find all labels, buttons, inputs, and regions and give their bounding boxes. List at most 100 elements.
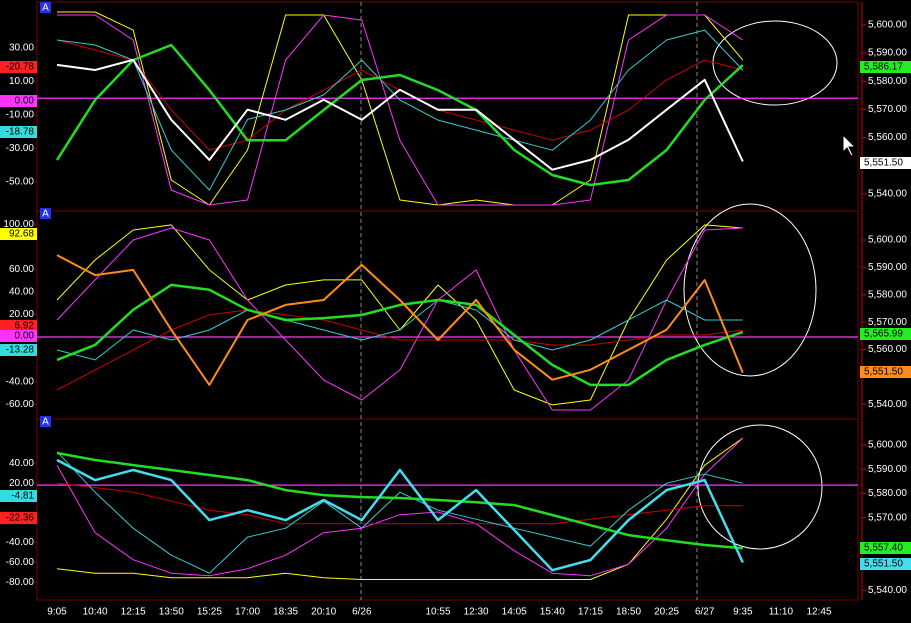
tag-box [860,366,911,378]
value-tag: 92.68 [0,228,37,240]
x-tick-label: 17:00 [235,607,260,618]
x-tick-label: 9:05 [47,607,67,618]
y-tick-label: 20.00 [9,309,34,320]
value-tag: 0.00 [0,95,37,107]
tag-label: 0.00 [15,331,35,342]
badge-label: A [42,209,49,220]
y-tick-label: -80.00 [6,577,35,588]
tag-box [860,157,911,169]
x-tick-label: 17:15 [578,607,603,618]
x-tick-label: 12:30 [464,607,489,618]
x-tick-label: 10:55 [425,607,450,618]
y2-tick-label: 5,540.00 [868,585,907,596]
y-tick-label: -60.00 [6,557,35,568]
y2-tick-label: 5,590.00 [868,262,907,273]
series-line [56,299,743,361]
tag-box [0,490,37,502]
badge-label: A [42,3,49,14]
value-tag: 6.92 [0,320,37,332]
tag-label: 5,551.50 [864,367,903,378]
series-line [56,451,743,574]
tag-box [0,320,37,332]
x-tick-label: 15:40 [540,607,565,618]
series-line [56,254,744,386]
series-line [56,58,744,171]
tag-label: -13.28 [6,345,35,356]
badge-label: A [42,417,49,428]
value-tag: 0.00 [0,330,37,342]
x-tick-label: 15:25 [197,607,222,618]
badge: A [40,2,51,14]
y2-tick-label: 5,580.00 [868,488,907,499]
value-tag: 5,586.17 [860,61,911,73]
tag-label: 92.68 [9,229,34,240]
y-tick-label: -60.00 [6,399,35,410]
mouse-cursor [842,133,857,157]
y-tick-label: 60.00 [9,264,34,275]
y2-tick-label: 5,580.00 [868,289,907,300]
x-tick-label: 10:40 [83,607,108,618]
y-tick-label: 40.00 [9,458,34,469]
series-line [56,29,744,191]
value-tag: 5,565.99 [860,328,911,340]
y2-tick-label: 5,570.00 [868,104,907,115]
y-tick-label: 100.00 [3,219,34,230]
x-tick-label: 6/26 [352,607,372,618]
tag-box [860,61,911,73]
y-tick-label: -30.00 [6,143,35,154]
tag-box [0,61,37,73]
y2-tick-label: 5,590.00 [868,464,907,475]
y-tick-label: 10.00 [9,76,34,87]
tag-box [0,95,37,107]
frame [36,1,863,601]
value-tag: 5,551.50 [860,366,911,378]
y2-tick-label: 5,570.00 [868,317,907,328]
tag-box [860,558,911,570]
x-tick-label: 20:25 [654,607,679,618]
series-line [57,11,744,206]
x-tick-label: 12:45 [806,607,831,618]
tag-box [0,228,37,240]
tag-box [0,512,37,524]
badge-box [40,208,51,219]
tag-box [860,542,911,554]
tag-label: 0.00 [15,96,35,107]
y2-tick-label: 5,600.00 [868,440,907,451]
series-line [55,43,744,187]
tag-label: 5,551.50 [864,158,903,169]
value-tag: -4.81 [0,490,37,502]
badge-box [40,416,51,427]
y-tick-label: -10.00 [6,110,35,121]
y-tick-label: 40.00 [9,287,34,298]
tag-label: -20.78 [6,62,35,73]
series-line [56,437,744,577]
y2-tick-label: 5,540.00 [868,399,907,410]
value-tag: 5,551.50 [860,157,911,169]
x-tick-label: 6/27 [695,607,715,618]
annotation-circles [683,20,838,550]
badge-box [40,2,51,13]
value-tag: -22.36 [0,512,37,524]
tag-label: 5,586.17 [864,62,903,73]
y2-tick-label: 5,540.00 [868,189,907,200]
tag-box [0,330,37,342]
y2-tick-label: 5,590.00 [868,48,907,59]
y-tick-label: -50.00 [6,177,35,188]
tag-label: 5,551.50 [864,559,903,570]
y-tick-label: -40.00 [6,537,35,548]
y-tick-label: 30.00 [9,43,34,54]
y2-tick-label: 5,580.00 [868,76,907,87]
series-line [56,451,743,550]
x-tick-label: 12:15 [121,607,146,618]
y-tick-label: -40.00 [6,377,35,388]
x-tick-label: 20:10 [311,607,336,618]
series-line [56,482,743,525]
session-dividers [360,2,698,600]
x-tick-label: 18:50 [616,607,641,618]
tag-label: 5,565.99 [864,329,903,340]
tag-box [860,328,911,340]
series-line [57,14,744,206]
value-tag: 5,557.40 [860,542,911,554]
value-tag: -20.78 [0,61,37,73]
